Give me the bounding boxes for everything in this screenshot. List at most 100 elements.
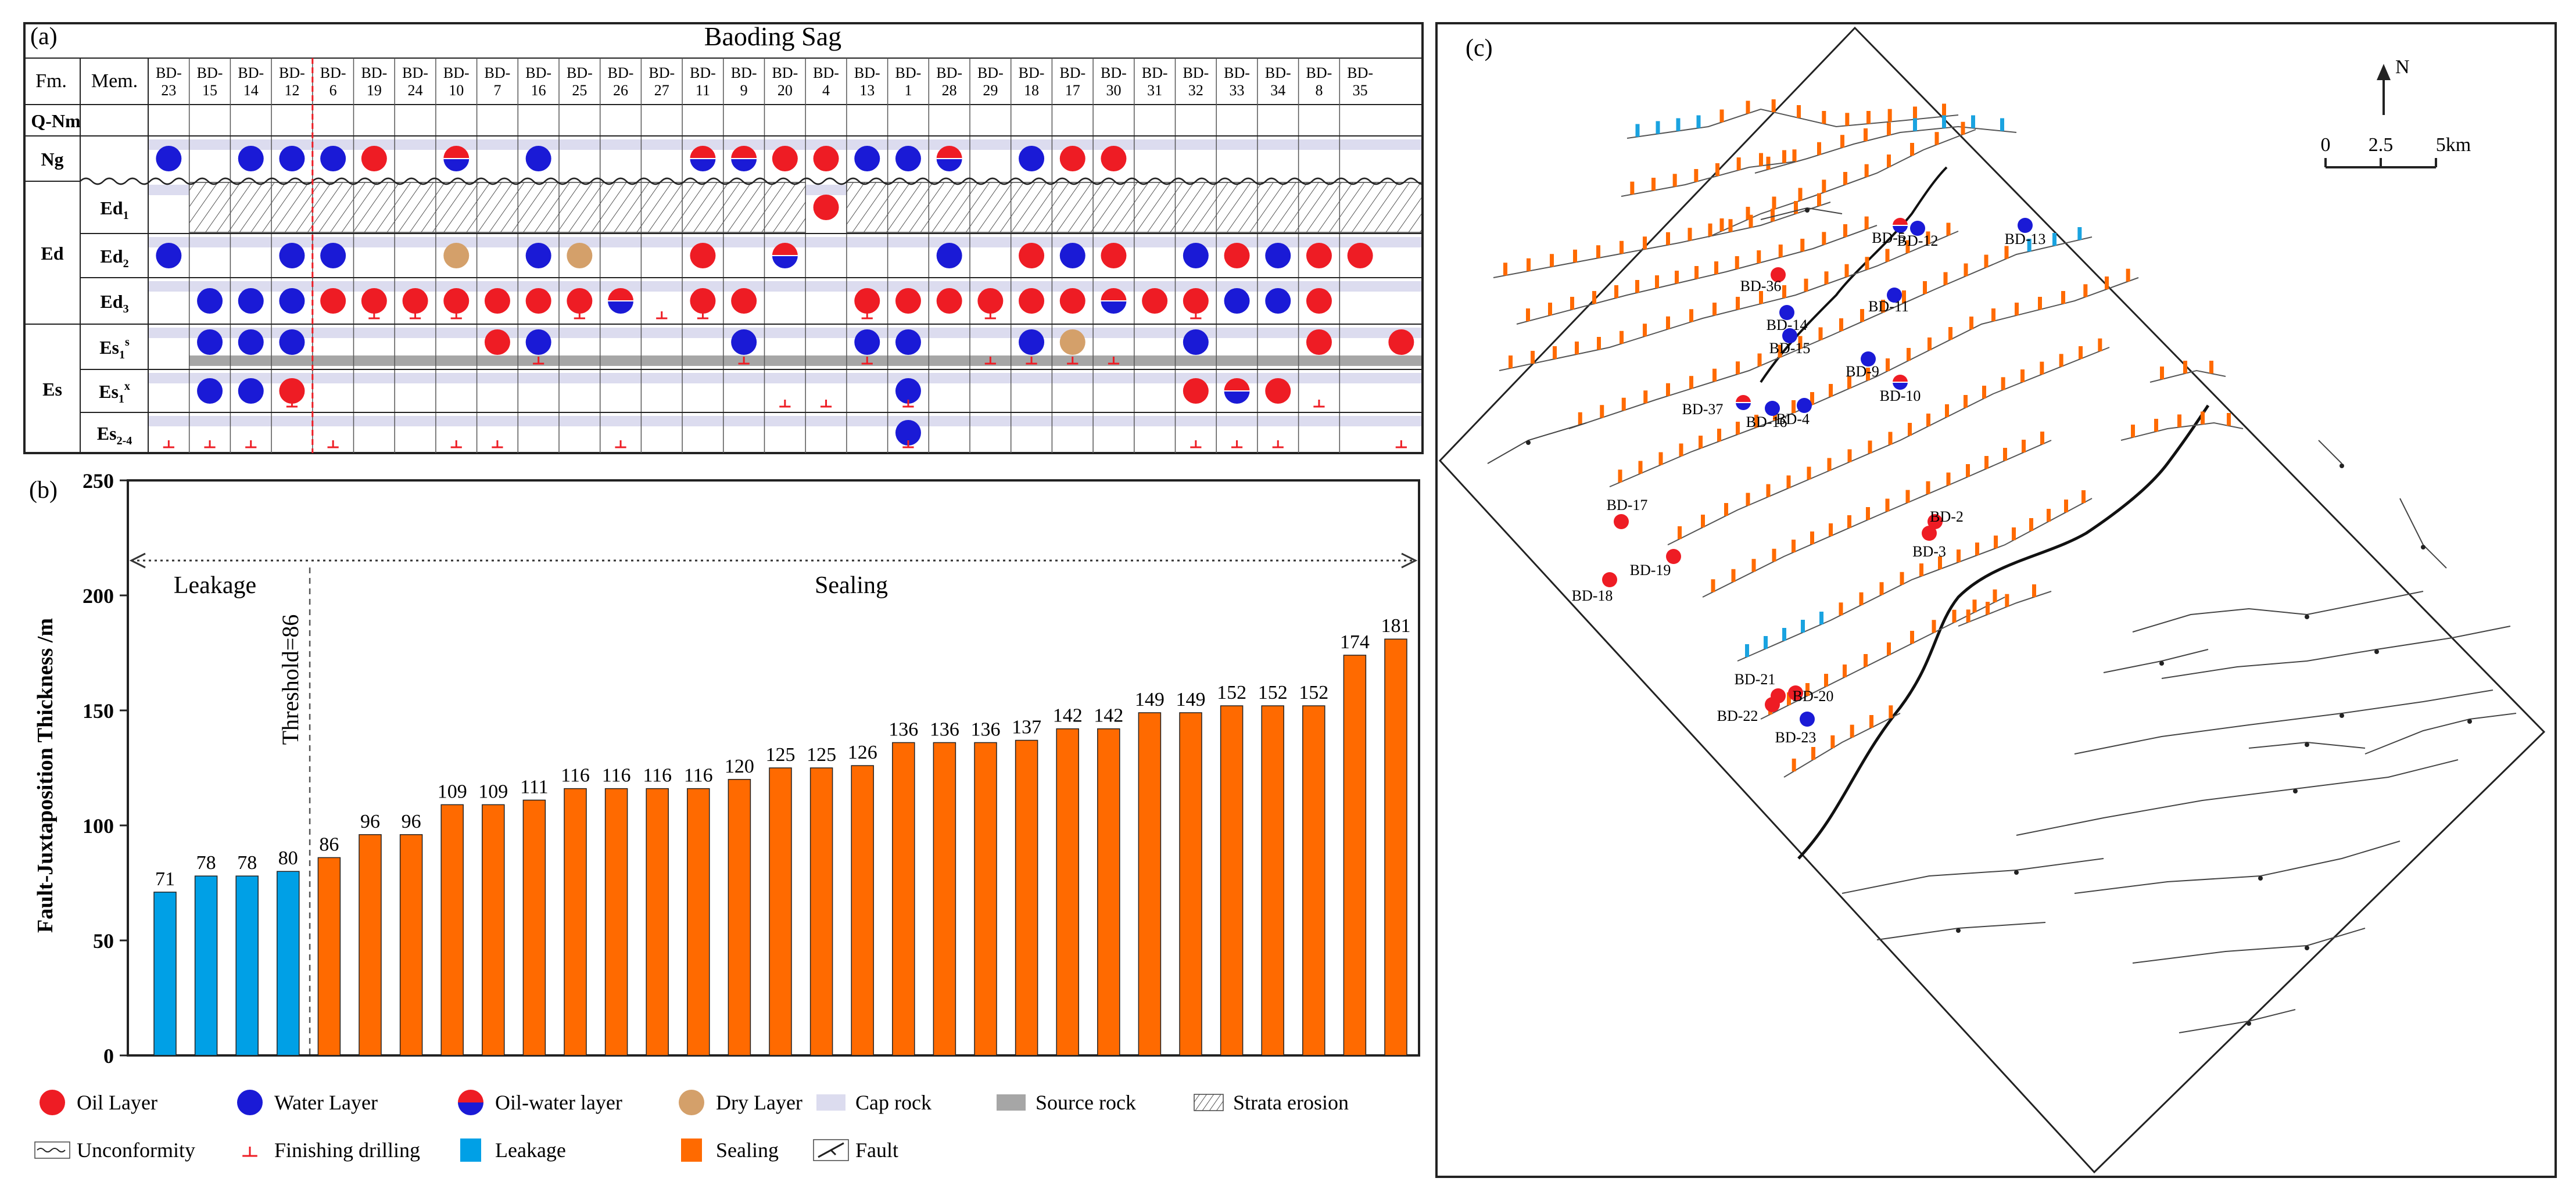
well-table: Fm. Mem. BD-23 BD-15 BD-14 BD-12 BD-6 BD-19 BD-2… — [23, 21, 1429, 454]
sealing-tick — [1926, 414, 1930, 426]
finishing-drilling-mark — [1272, 440, 1284, 448]
fault-trace — [2149, 369, 2226, 383]
finishing-drilling-mark — [368, 311, 380, 319]
sealing-tick — [1630, 181, 1635, 195]
fault-trace — [1499, 231, 1959, 371]
sealing-tick — [1932, 620, 1936, 633]
sealing-tick — [1635, 280, 1639, 293]
bar-sealing — [646, 788, 669, 1056]
fault-trace — [1841, 858, 2104, 894]
finishing-drilling-mark — [1026, 357, 1037, 365]
sealing-tick — [1817, 142, 1821, 155]
sealing-tick — [1596, 245, 1600, 258]
sealing-tick — [1829, 523, 1833, 536]
sealing-tick — [1787, 692, 1791, 705]
sealing-tick — [1728, 219, 1733, 232]
finishing-drilling-mark — [327, 440, 339, 448]
water-layer-symbol — [238, 146, 264, 171]
sealing-tick — [1886, 358, 1890, 371]
bar-sealing — [440, 804, 464, 1056]
sealing-tick — [1887, 109, 1892, 122]
finishing-drilling-mark — [409, 311, 421, 319]
sealing-tick — [1503, 263, 1507, 276]
sealing-tick — [1864, 128, 1868, 141]
well-header: BD-6 — [320, 64, 346, 99]
sealing-tick — [1839, 318, 1843, 331]
sealing-tick — [2177, 414, 2181, 428]
fault-trace — [1737, 498, 2093, 662]
leakage-tick — [1819, 612, 1823, 624]
fault-map: BD-5BD-12 BD-13BD-36BD-11BD-14BD-15BD-9BD… — [1435, 22, 2557, 1178]
finishing-drilling-mark — [1108, 357, 1120, 365]
sealing-tick — [1908, 423, 1912, 436]
sealing-region-label: Sealing — [815, 572, 888, 599]
sealing-tick — [1984, 254, 1989, 268]
mix-layer-symbol — [690, 146, 716, 172]
sealing-tick — [1934, 132, 1939, 145]
y-tick-label: 50 — [93, 929, 114, 953]
well-header: BD-11 — [690, 64, 716, 99]
sealing-tick — [2079, 346, 2083, 359]
sealing-tick — [1618, 469, 1622, 483]
well-label: BD-10 — [1880, 387, 1921, 404]
water-layer-symbol — [525, 329, 551, 355]
leakage-tick — [1696, 115, 1701, 128]
sealing-tick — [1913, 106, 1917, 120]
sealing-tick — [1782, 150, 1786, 163]
unconformity-line — [80, 177, 1429, 185]
legend-label: Sealing — [716, 1138, 779, 1162]
sealing-tick — [1864, 164, 1869, 177]
well-label: BD-21 — [1735, 671, 1776, 688]
sealing-tick — [1926, 231, 1930, 245]
leakage-tick — [1801, 620, 1805, 633]
water-layer-symbol — [156, 243, 182, 268]
sealing-tick — [1952, 609, 1957, 623]
sealing-tick — [1771, 209, 1775, 222]
oil-layer-symbol — [1183, 288, 1209, 314]
well-label: BD-23 — [1775, 729, 1817, 746]
well-label: BD-18 — [1572, 587, 1613, 604]
finishing-drilling-mark — [1231, 440, 1243, 448]
sealing-tick — [1982, 386, 1986, 398]
sealing-tick — [2098, 338, 2102, 351]
sealing-tick — [2040, 432, 2044, 444]
bar-value-label: 109 — [438, 781, 467, 802]
bar-sealing — [892, 742, 915, 1056]
water-layer-symbol — [1019, 329, 1045, 355]
water-layer-symbol — [197, 378, 223, 404]
well-header: BD-23 — [156, 64, 182, 99]
panel-a: Fm. Mem. BD-23 BD-15 BD-14 BD-12 BD-6 BD-19 BD-2… — [23, 21, 1429, 466]
oil-layer-symbol — [1101, 146, 1127, 171]
legend-label: Oil Layer — [77, 1091, 157, 1114]
well-bd-22 — [1765, 697, 1780, 712]
legend-label: Source rock — [1036, 1091, 1136, 1114]
legend-item-source: Source rock — [997, 1091, 1136, 1114]
dry-layer-symbol — [567, 243, 593, 268]
legend-item-water: Water Layer — [237, 1090, 378, 1115]
sealing-tick — [1620, 331, 1624, 344]
bar-value-label: 142 — [1094, 705, 1123, 727]
sealing-tick — [1643, 390, 1648, 404]
sealing-tick — [1772, 548, 1776, 562]
legend-item-seal: Sealing — [681, 1138, 779, 1162]
oil-layer-symbol — [567, 288, 593, 314]
sealing-tick — [1751, 559, 1756, 572]
finishing-drilling-mark — [533, 357, 544, 365]
bar-value-label: 120 — [725, 756, 754, 777]
sealing-tick — [1754, 415, 1758, 428]
header-fm: Fm. — [35, 70, 67, 92]
oil-layer-symbol — [690, 288, 716, 314]
bar-value-label: 125 — [807, 744, 836, 766]
sealing-tick — [1701, 515, 1705, 527]
sealing-tick — [2154, 419, 2158, 432]
formation-label: Ed — [41, 243, 63, 264]
water-layer-symbol — [320, 243, 346, 268]
sealing-tick — [1839, 602, 1843, 616]
sealing-tick — [1993, 589, 1997, 602]
header-mem: Mem. — [91, 70, 138, 92]
well-bd-20 — [1788, 685, 1803, 701]
well-header: BD-8 — [1306, 64, 1332, 99]
bar-sealing — [522, 799, 546, 1056]
oil-layer-symbol — [1142, 288, 1168, 314]
well-bd-5 — [1893, 218, 1908, 233]
